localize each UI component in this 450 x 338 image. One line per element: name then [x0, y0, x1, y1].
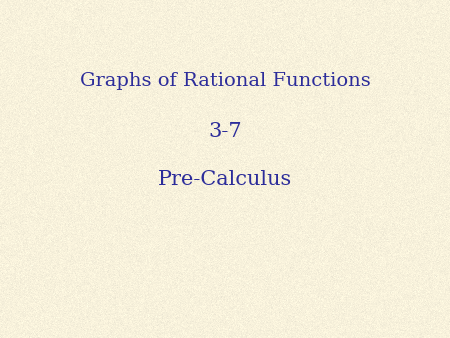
Text: 3-7: 3-7: [208, 122, 242, 141]
Text: Pre-Calculus: Pre-Calculus: [158, 170, 292, 189]
Text: Graphs of Rational Functions: Graphs of Rational Functions: [80, 72, 370, 90]
